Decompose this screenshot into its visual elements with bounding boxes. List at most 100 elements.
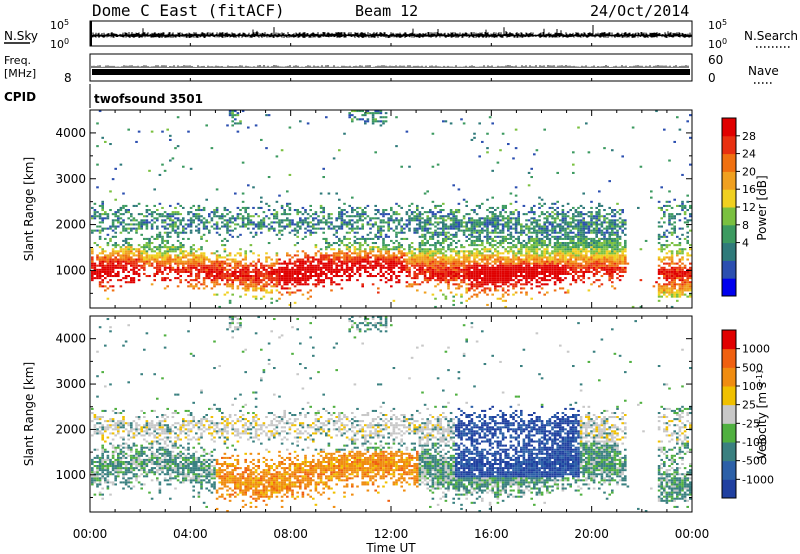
range-gate-cell <box>371 250 375 253</box>
range-gate-cell <box>114 246 117 249</box>
range-gate-cell <box>538 281 541 284</box>
range-gate-cell <box>374 266 377 269</box>
range-gate-cell <box>455 250 458 253</box>
range-gate-cell <box>462 231 466 234</box>
range-gate-cell <box>226 262 229 265</box>
range-gate-cell <box>390 262 393 265</box>
range-gate-cell <box>657 258 661 261</box>
range-gate-cell <box>496 252 500 255</box>
range-gate-cell <box>408 215 411 218</box>
range-gate-cell <box>514 281 518 284</box>
range-gate-cell <box>455 277 458 280</box>
range-gate-cell <box>572 225 575 228</box>
range-gate-cell <box>413 252 416 255</box>
range-gate-cell <box>455 275 458 278</box>
range-gate-cell <box>579 244 583 247</box>
range-gate-cell <box>122 256 125 259</box>
range-gate-cell <box>234 254 237 257</box>
range-gate-cell <box>356 215 359 218</box>
range-gate-cell <box>273 262 276 265</box>
range-gate-cell <box>478 264 481 267</box>
range-gate-cell <box>504 279 507 282</box>
range-gate-cell <box>280 285 284 288</box>
range-gate-cell <box>135 250 138 253</box>
range-gate-cell <box>418 272 422 275</box>
range-gate-cell <box>343 237 346 240</box>
range-gate-cell <box>566 225 570 228</box>
range-gate-cell <box>540 213 544 216</box>
range-gate-cell <box>91 252 94 255</box>
range-gate-cell <box>592 221 596 224</box>
range-gate-cell <box>392 246 396 249</box>
range-gate-cell <box>621 250 624 253</box>
range-gate-cell <box>587 215 591 218</box>
range-gate-cell <box>210 262 214 265</box>
range-gate-cell <box>156 235 159 238</box>
range-gate-cell <box>405 219 409 222</box>
range-gate-cell <box>223 256 227 259</box>
range-gate-cell <box>572 242 575 245</box>
range-gate-cell <box>512 235 515 238</box>
range-gate-cell <box>169 215 172 218</box>
range-gate-cell <box>283 270 286 273</box>
range-gate-cell <box>598 254 601 257</box>
range-gate-cell <box>434 305 437 308</box>
range-gate-cell <box>231 112 234 115</box>
range-gate-cell <box>452 250 455 253</box>
range-gate-cell <box>348 215 351 218</box>
range-gate-cell <box>525 260 528 263</box>
range-gate-cell <box>119 266 123 269</box>
range-gate-cell <box>572 266 575 269</box>
range-gate-cell <box>397 252 401 255</box>
range-gate-cell <box>98 281 102 284</box>
range-gate-cell <box>202 209 206 212</box>
range-gate-cell <box>603 260 606 263</box>
range-gate-cell <box>592 237 596 240</box>
range-gate-cell <box>499 229 502 232</box>
range-gate-cell <box>127 275 130 278</box>
range-gate-cell <box>426 223 429 226</box>
range-gate-cell <box>447 281 450 284</box>
range-gate-cell <box>525 256 528 259</box>
range-gate-cell <box>598 250 601 253</box>
range-gate-cell <box>228 275 232 278</box>
range-gate-cell <box>182 244 185 247</box>
range-gate-cell <box>91 206 94 209</box>
range-gate-cell <box>353 215 357 218</box>
range-gate-cell <box>353 262 357 265</box>
range-gate-cell <box>247 272 250 275</box>
range-gate-cell <box>483 219 487 222</box>
range-gate-cell <box>616 237 619 240</box>
range-gate-cell <box>291 219 294 222</box>
range-gate-cell <box>304 235 307 238</box>
range-gate-cell <box>608 219 611 222</box>
range-gate-cell <box>426 211 429 214</box>
range-gate-cell <box>265 277 268 280</box>
range-gate-cell <box>543 252 546 255</box>
range-gate-cell <box>288 277 292 280</box>
range-gate-cell <box>267 275 271 278</box>
range-gate-cell <box>520 279 523 282</box>
range-gate-cell <box>530 287 533 290</box>
range-gate-cell <box>208 268 211 271</box>
range-gate-cell <box>254 287 258 290</box>
range-gate-cell <box>559 260 562 263</box>
range-gate-cell <box>501 293 505 296</box>
range-gate-cell <box>171 268 175 271</box>
range-gate-cell <box>491 122 494 125</box>
range-gate-cell <box>442 215 445 218</box>
range-gate-cell <box>262 289 266 292</box>
range-gate-cell <box>262 272 266 275</box>
range-gate-cell <box>455 287 458 290</box>
range-gate-cell <box>543 277 546 280</box>
range-gate-cell <box>309 204 312 207</box>
range-gate-cell <box>574 235 578 238</box>
range-gate-cell <box>275 215 279 218</box>
range-gate-cell <box>109 264 112 267</box>
range-gate-cell <box>132 268 136 271</box>
range-gate-cell <box>156 272 159 275</box>
range-gate-cell <box>262 211 266 214</box>
range-gate-cell <box>280 149 284 152</box>
range-gate-cell <box>143 262 146 265</box>
range-gate-cell <box>548 279 552 282</box>
